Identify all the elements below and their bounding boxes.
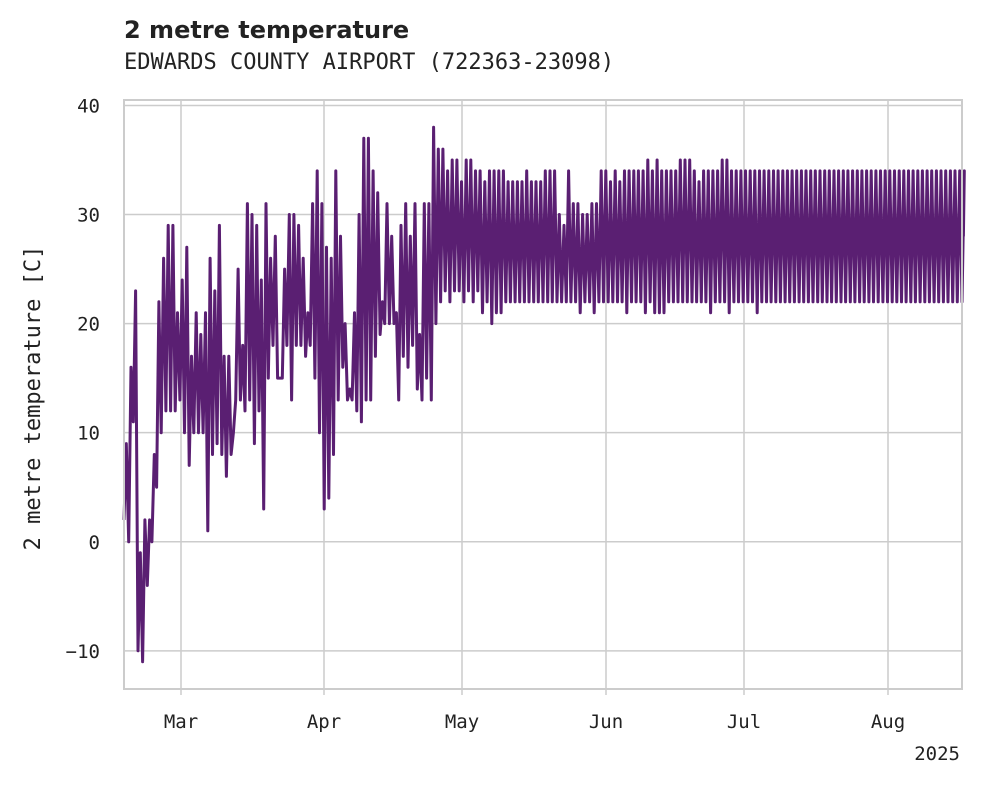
y-tick-label: 0 <box>89 532 100 554</box>
x-offset-label: 2025 <box>914 743 960 765</box>
y-tick-label: −10 <box>66 641 100 663</box>
x-tick-label: Jun <box>589 711 623 733</box>
x-tick-labels: Mar Apr May Jun Jul Aug <box>164 711 905 733</box>
y-tick-label: 40 <box>77 95 100 117</box>
x-tick-label: Aug <box>871 711 905 733</box>
x-tick-label: May <box>445 711 479 733</box>
series-layer <box>122 125 966 664</box>
y-tick-label: 20 <box>77 314 100 336</box>
y-axis-label: 2 metre temperature [C] <box>21 246 46 551</box>
temperature-series-line <box>122 125 966 664</box>
x-tick-label: Jul <box>727 711 761 733</box>
chart-title: 2 metre temperature <box>124 16 410 44</box>
x-tick-label: Apr <box>307 711 341 733</box>
y-tick-labels: −10 0 10 20 30 40 <box>66 95 100 662</box>
plot-frame <box>123 99 963 690</box>
x-tick-label: Mar <box>164 711 198 733</box>
y-tick-label: 30 <box>77 205 100 227</box>
y-tick-label: 10 <box>77 423 100 445</box>
chart-subtitle: EDWARDS COUNTY AIRPORT (722363-23098) <box>124 50 615 75</box>
